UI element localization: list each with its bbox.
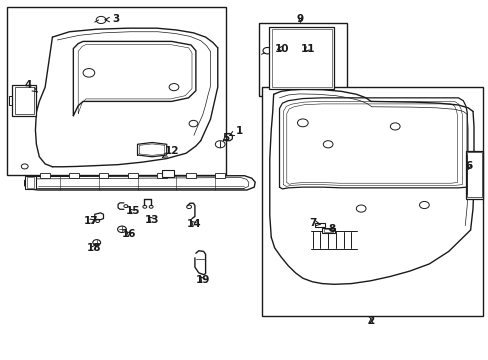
Bar <box>15 87 34 114</box>
Bar <box>7 7 225 175</box>
Bar <box>27 177 34 188</box>
Text: 2: 2 <box>366 316 374 326</box>
Text: 10: 10 <box>275 44 289 54</box>
Text: 18: 18 <box>86 243 101 253</box>
Text: 5: 5 <box>222 133 229 143</box>
Text: 15: 15 <box>125 206 140 216</box>
Text: 9: 9 <box>296 14 304 23</box>
Text: 8: 8 <box>328 224 335 234</box>
Bar <box>99 173 108 178</box>
Bar <box>259 23 346 96</box>
Bar <box>268 27 334 89</box>
Bar <box>40 173 50 178</box>
Text: 13: 13 <box>144 215 159 225</box>
Bar <box>25 176 36 189</box>
Text: 11: 11 <box>300 44 314 54</box>
Text: 4: 4 <box>24 80 37 92</box>
Text: 17: 17 <box>84 216 99 226</box>
Text: 3: 3 <box>105 14 120 24</box>
Text: 14: 14 <box>186 219 201 229</box>
Bar <box>215 173 224 178</box>
Bar <box>323 229 333 232</box>
Text: 1: 1 <box>229 126 243 136</box>
Text: 12: 12 <box>162 147 180 158</box>
Bar <box>271 29 331 87</box>
Text: 7: 7 <box>308 218 320 228</box>
Bar <box>69 173 79 178</box>
Bar <box>127 173 137 178</box>
Bar <box>466 152 481 197</box>
Text: 16: 16 <box>122 229 136 239</box>
Bar <box>314 222 325 227</box>
Text: 19: 19 <box>196 275 210 285</box>
Bar <box>12 85 36 116</box>
Bar <box>157 173 166 178</box>
Bar <box>261 87 482 316</box>
Bar <box>465 151 482 199</box>
Bar <box>186 173 196 178</box>
Bar <box>322 228 334 233</box>
Bar <box>162 170 174 177</box>
Text: 6: 6 <box>465 161 472 171</box>
